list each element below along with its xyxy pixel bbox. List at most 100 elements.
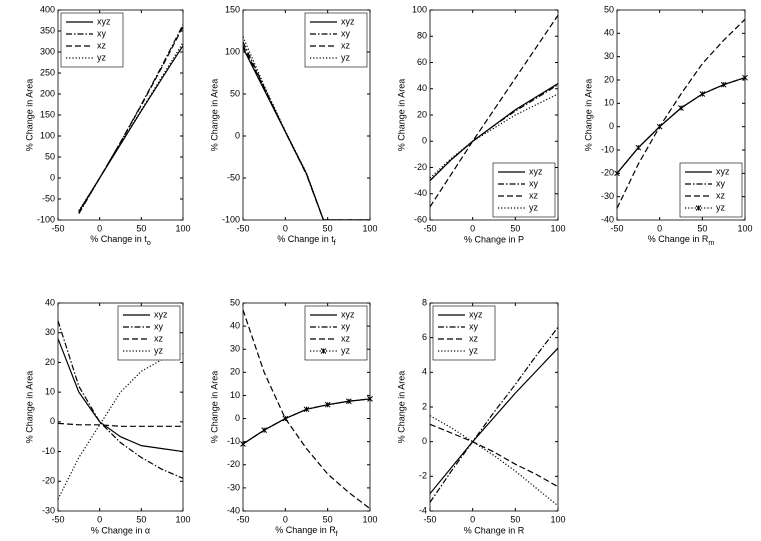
x-tick-label: 0 bbox=[283, 223, 288, 233]
series-marker bbox=[261, 427, 268, 433]
legend-box bbox=[60, 12, 124, 68]
legend-label: xyz bbox=[469, 309, 483, 319]
series-line bbox=[58, 422, 183, 427]
legend-label: xy bbox=[341, 321, 351, 331]
legend-label: yz bbox=[154, 345, 164, 355]
legend-label: xyz bbox=[529, 166, 543, 176]
legend-label: xz bbox=[529, 190, 539, 200]
x-axis-label-text: % Change in R bbox=[275, 525, 336, 535]
x-tick-label: 0 bbox=[657, 223, 662, 233]
x-tick-label: -50 bbox=[236, 223, 249, 233]
legend-box bbox=[679, 162, 743, 218]
x-tick-label: -50 bbox=[236, 514, 249, 524]
legend-marker bbox=[320, 348, 327, 354]
legend-box bbox=[304, 305, 368, 361]
series-marker bbox=[720, 81, 727, 88]
x-tick-label: -50 bbox=[423, 514, 436, 524]
series-line bbox=[243, 36, 370, 220]
y-axis-label: % Change in Area bbox=[209, 79, 219, 152]
series-line bbox=[58, 352, 183, 500]
series-line bbox=[243, 45, 370, 220]
y-tick-label: -20 bbox=[414, 162, 427, 172]
series-line bbox=[243, 41, 370, 220]
legend: xyz xy xz yz bbox=[432, 305, 496, 361]
series-line bbox=[430, 347, 558, 495]
y-axis-label: % Change in Area bbox=[24, 79, 34, 152]
y-tick-label: 40 bbox=[45, 297, 55, 307]
x-tick-label: 100 bbox=[362, 514, 377, 524]
y-tick-label: 0 bbox=[422, 136, 427, 146]
y-tick-label: 20 bbox=[604, 74, 614, 84]
x-tick-label: 0 bbox=[97, 514, 102, 524]
y-tick-label: 40 bbox=[417, 83, 427, 93]
y-tick-label: 30 bbox=[45, 327, 55, 337]
series-line bbox=[617, 77, 745, 174]
x-tick-label: 100 bbox=[175, 223, 190, 233]
x-tick-label: -50 bbox=[610, 223, 623, 233]
y-tick-label: 0 bbox=[235, 130, 240, 140]
series-line bbox=[78, 42, 183, 212]
legend: xyz xy xz yz bbox=[304, 305, 368, 361]
legend: xyz xy xz yz bbox=[60, 12, 124, 68]
y-tick-label: -20 bbox=[601, 168, 614, 178]
y-tick-label: -100 bbox=[37, 214, 55, 224]
y-tick-label: 4 bbox=[422, 367, 427, 377]
plot-frame bbox=[242, 302, 371, 512]
x-axis-label-sub: f bbox=[334, 240, 336, 247]
y-tick-label: 30 bbox=[604, 51, 614, 61]
series-line bbox=[617, 77, 745, 174]
y-tick-label: 10 bbox=[604, 98, 614, 108]
x-tick-label: 0 bbox=[283, 514, 288, 524]
series-marker bbox=[345, 398, 352, 405]
y-tick-label: 20 bbox=[45, 357, 55, 367]
y-tick-label: 2 bbox=[422, 401, 427, 411]
series-line bbox=[58, 338, 183, 453]
y-tick-label: -30 bbox=[601, 191, 614, 201]
series-line bbox=[430, 84, 558, 182]
series-marker bbox=[656, 123, 663, 130]
legend-label: xy bbox=[97, 28, 107, 38]
legend-marker bbox=[695, 205, 702, 211]
y-tick-label: 40 bbox=[230, 320, 240, 330]
y-tick-label: -50 bbox=[227, 172, 240, 182]
plot-frame bbox=[429, 9, 559, 221]
legend-label: xz bbox=[97, 40, 107, 50]
legend-label: xz bbox=[469, 333, 479, 343]
y-tick-label: 200 bbox=[40, 88, 55, 98]
legend-label: xz bbox=[154, 333, 164, 343]
y-tick-label: 50 bbox=[230, 88, 240, 98]
x-tick-label: 50 bbox=[323, 223, 333, 233]
subplot: -50 0 50 100 -30 -20 -10 0 10 20 30 40 % Change in α… bbox=[24, 297, 190, 535]
legend-box bbox=[432, 305, 496, 361]
legend-label: xyz bbox=[154, 309, 168, 319]
y-axis-label: % Change in Area bbox=[396, 79, 406, 152]
plot-frame bbox=[616, 9, 746, 221]
y-tick-label: 10 bbox=[45, 387, 55, 397]
y-axis-label: % Change in Area bbox=[396, 371, 406, 444]
legend-box bbox=[304, 12, 368, 68]
series-line bbox=[430, 14, 558, 208]
y-tick-label: 8 bbox=[422, 297, 427, 307]
y-axis-label: % Change in Area bbox=[583, 79, 593, 152]
y-tick-label: -50 bbox=[42, 193, 55, 203]
legend-label: xyz bbox=[97, 16, 111, 26]
y-tick-label: -100 bbox=[222, 214, 240, 224]
x-tick-label: 100 bbox=[737, 223, 752, 233]
plot-frame bbox=[429, 302, 559, 512]
x-tick-label: 100 bbox=[175, 514, 190, 524]
y-tick-label: 60 bbox=[417, 57, 427, 67]
x-tick-label: 100 bbox=[550, 514, 565, 524]
x-axis-label: % Change in to bbox=[90, 234, 151, 246]
y-axis-label: % Change in Area bbox=[24, 371, 34, 444]
legend-label: yz bbox=[341, 345, 351, 355]
legend-label: yz bbox=[341, 52, 351, 62]
x-axis-label-sub: f bbox=[336, 531, 338, 538]
y-tick-label: 10 bbox=[230, 390, 240, 400]
y-tick-label: -10 bbox=[227, 436, 240, 446]
y-tick-label: -2 bbox=[419, 471, 427, 481]
series-marker bbox=[324, 401, 331, 408]
y-tick-label: 6 bbox=[422, 332, 427, 342]
series-line bbox=[430, 93, 558, 179]
series-line bbox=[430, 415, 558, 507]
